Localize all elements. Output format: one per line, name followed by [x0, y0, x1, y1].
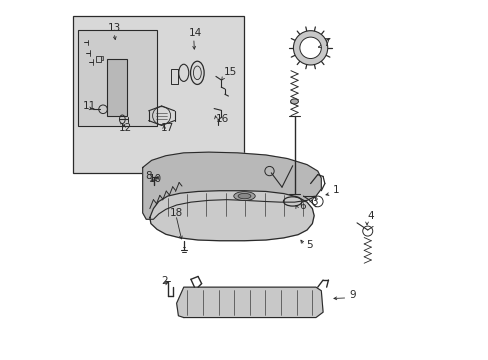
Text: 1: 1: [332, 185, 339, 194]
Bar: [101, 56, 103, 60]
Text: 13: 13: [108, 23, 121, 33]
Text: 5: 5: [305, 240, 312, 250]
Bar: [96, 56, 101, 62]
Text: 14: 14: [189, 28, 202, 39]
Circle shape: [293, 31, 327, 65]
Bar: [78, 30, 157, 126]
Text: 4: 4: [366, 211, 373, 221]
Ellipse shape: [238, 193, 250, 199]
Ellipse shape: [290, 99, 298, 104]
Text: 18: 18: [170, 208, 183, 219]
Text: 15: 15: [224, 67, 237, 77]
Text: 2: 2: [162, 276, 168, 285]
Text: 6: 6: [298, 201, 305, 211]
Text: 16: 16: [216, 114, 229, 124]
Text: 9: 9: [348, 290, 355, 300]
Ellipse shape: [233, 192, 255, 201]
Text: 3: 3: [310, 197, 317, 207]
Polygon shape: [142, 152, 321, 219]
Text: 7: 7: [323, 38, 329, 48]
Bar: [171, 68, 177, 84]
Text: 10: 10: [148, 174, 162, 184]
Circle shape: [299, 37, 321, 59]
Bar: [73, 16, 244, 173]
Polygon shape: [176, 287, 323, 318]
Bar: [107, 59, 126, 116]
Polygon shape: [149, 191, 313, 241]
Text: 8: 8: [145, 171, 151, 181]
Text: 17: 17: [161, 123, 174, 133]
Text: 12: 12: [118, 123, 131, 133]
Text: 11: 11: [83, 100, 96, 111]
